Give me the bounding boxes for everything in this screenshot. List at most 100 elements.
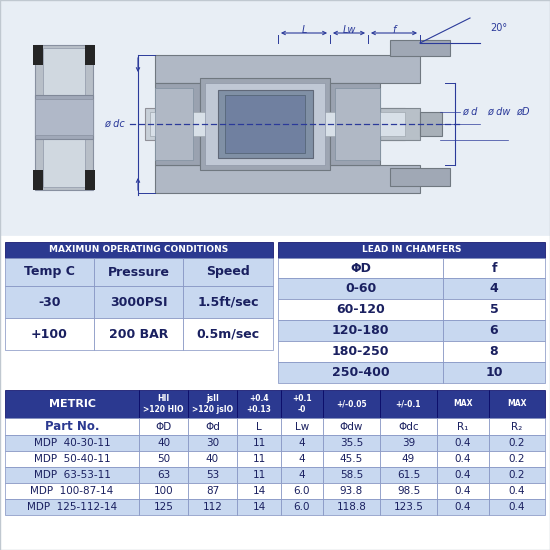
Text: 20°: 20° [490,23,507,33]
Bar [437,467,489,483]
Text: 50: 50 [157,454,170,464]
Bar [380,418,437,435]
Text: 0.2: 0.2 [509,438,525,448]
Text: Lw: Lw [295,421,309,432]
Text: 250-400: 250-400 [332,366,389,379]
Text: 0.4: 0.4 [455,502,471,512]
Text: 0.4: 0.4 [455,470,471,480]
Bar [489,483,545,499]
Text: 10: 10 [485,366,503,379]
Bar [380,390,437,418]
Text: ø dw: ø dw [487,107,510,117]
Bar [380,451,437,467]
Bar [437,390,489,418]
Text: 58.5: 58.5 [340,470,363,480]
Text: 87: 87 [206,486,219,496]
Text: 112: 112 [202,502,222,512]
Bar [5,483,139,499]
Text: Part No.: Part No. [45,420,99,433]
Text: 6.0: 6.0 [294,486,310,496]
Text: +/-0.1: +/-0.1 [396,399,421,409]
Text: Φdc: Φdc [398,421,419,432]
Bar [188,451,237,467]
Bar [437,499,489,515]
Bar [443,278,545,299]
Bar [443,320,545,341]
Bar [489,390,545,418]
Bar [390,168,450,186]
Text: -30: -30 [39,295,60,309]
Bar [5,286,94,318]
Bar [155,88,193,160]
Bar [380,467,437,483]
Text: f: f [392,25,395,35]
Bar [278,320,443,341]
Bar [0,0,550,235]
Text: 200 BAR: 200 BAR [109,327,168,340]
Bar [278,278,443,299]
Bar [323,435,380,451]
Bar [188,499,237,515]
Text: HII
>120 HIO: HII >120 HIO [143,394,184,414]
Bar [281,451,323,467]
Text: 40: 40 [206,454,219,464]
Bar [145,108,405,140]
Bar [5,418,139,435]
Bar [94,318,183,350]
Text: MAX: MAX [453,399,473,409]
Text: +/-0.05: +/-0.05 [336,399,367,409]
Text: 125: 125 [153,502,173,512]
Bar [489,467,545,483]
Bar [33,170,43,190]
Text: 100: 100 [153,486,173,496]
Text: 0.4: 0.4 [455,438,471,448]
Bar [278,242,545,258]
Bar [5,435,139,451]
Bar [139,483,188,499]
Text: 11: 11 [252,438,266,448]
Bar [437,435,489,451]
Bar [437,418,489,435]
Bar [188,418,237,435]
Bar [43,48,85,187]
Bar [183,286,273,318]
Text: 40: 40 [157,438,170,448]
Bar [139,435,188,451]
Text: MDP  125-112-14: MDP 125-112-14 [27,502,117,512]
Bar [139,499,188,515]
Text: Pressure: Pressure [107,266,169,278]
Bar [237,390,281,418]
Text: jsII
>120 jsIO: jsII >120 jsIO [192,394,233,414]
Bar [139,467,188,483]
Bar [94,258,183,286]
Bar [188,483,237,499]
Text: 30: 30 [206,438,219,448]
Bar [5,390,139,418]
Bar [281,499,323,515]
Bar [155,83,200,165]
Bar [330,83,380,165]
Text: MAX: MAX [507,399,527,409]
Text: 118.8: 118.8 [337,502,366,512]
Bar [489,451,545,467]
Bar [85,170,95,190]
Text: ø dc: ø dc [104,119,125,129]
Text: 4: 4 [299,470,305,480]
Text: 14: 14 [252,486,266,496]
Text: MDP  100-87-14: MDP 100-87-14 [30,486,114,496]
Text: 3000PSI: 3000PSI [110,295,167,309]
Text: 4: 4 [490,282,498,295]
Bar [5,318,94,350]
Bar [5,242,273,258]
Text: LEAD IN CHAMFERS: LEAD IN CHAMFERS [362,245,461,255]
Bar [323,499,380,515]
Text: 49: 49 [402,454,415,464]
Bar [323,390,380,418]
Bar [278,258,443,278]
Bar [237,435,281,451]
Bar [183,258,273,286]
Bar [5,258,94,286]
Text: +0.4
+0.13: +0.4 +0.13 [246,394,272,414]
Bar [94,286,183,318]
Text: 14: 14 [252,502,266,512]
